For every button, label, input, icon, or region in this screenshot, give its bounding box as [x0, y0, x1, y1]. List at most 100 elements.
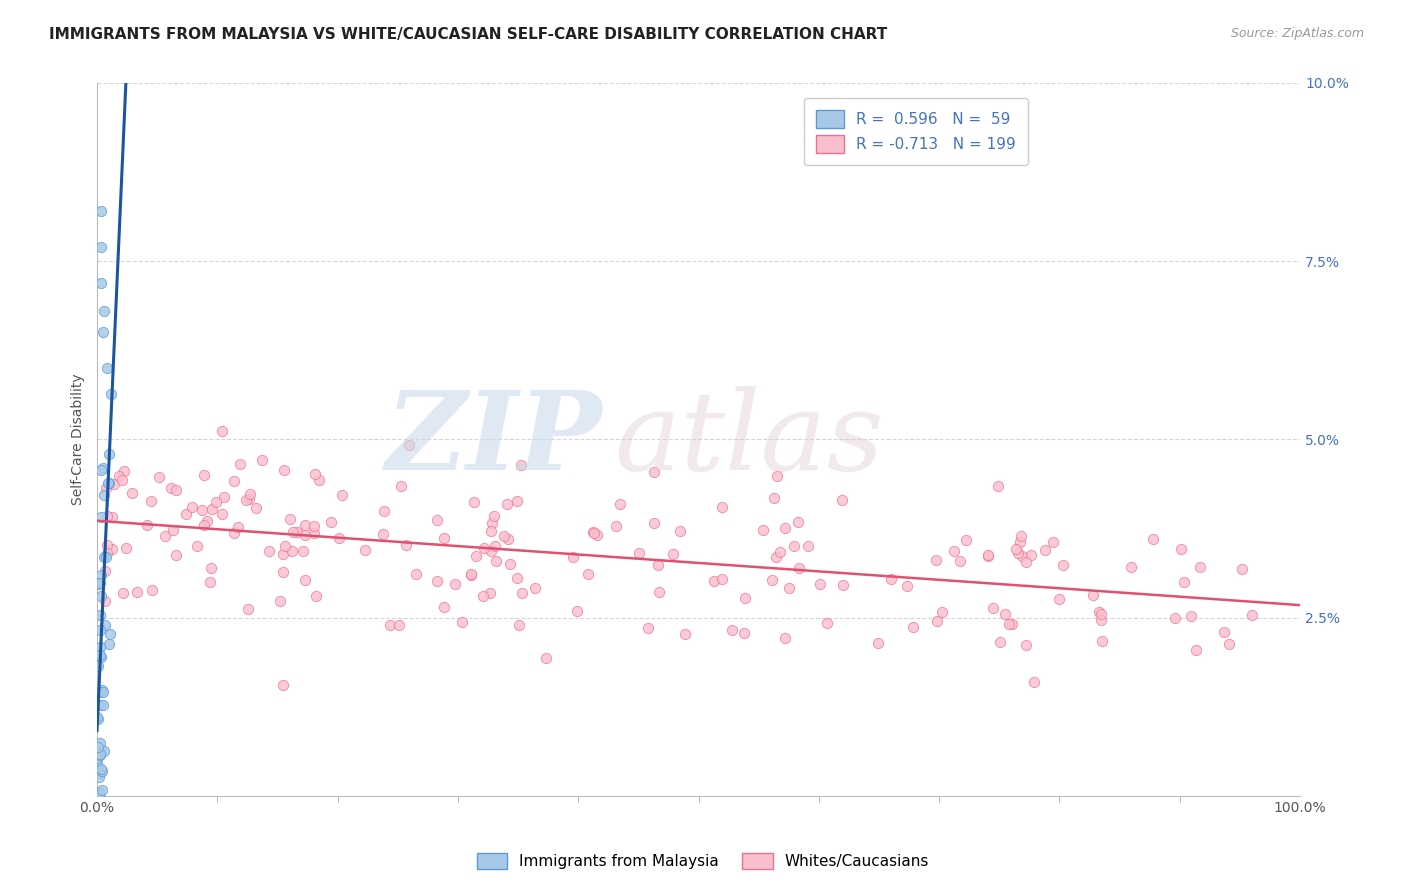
- Point: [302, 525, 325, 540]
- Point: [389, 478, 412, 492]
- Point: [1218, 636, 1240, 650]
- Point: [90, 276, 112, 290]
- Point: [1007, 546, 1029, 560]
- Text: atlas: atlas: [614, 385, 884, 493]
- Point: [245, 500, 267, 515]
- Point: [111, 473, 134, 487]
- Point: [89, 623, 111, 637]
- Point: [89, 649, 111, 664]
- Point: [97, 475, 120, 490]
- Point: [87, 788, 110, 802]
- Point: [1090, 607, 1112, 621]
- Point: [931, 605, 953, 619]
- Point: [1088, 606, 1111, 620]
- Point: [751, 523, 773, 537]
- Point: [710, 500, 733, 515]
- Point: [96, 509, 118, 524]
- Point: [465, 549, 488, 564]
- Point: [90, 649, 112, 664]
- Point: [1180, 609, 1202, 624]
- Point: [93, 744, 115, 758]
- Point: [831, 492, 853, 507]
- Point: [200, 561, 222, 575]
- Point: [229, 457, 252, 471]
- Point: [94, 593, 117, 607]
- Point: [153, 528, 176, 542]
- Point: [93, 488, 115, 502]
- Point: [994, 607, 1017, 621]
- Point: [1019, 548, 1042, 562]
- Point: [734, 591, 756, 605]
- Point: [901, 620, 924, 634]
- Point: [1083, 588, 1105, 602]
- Point: [1173, 575, 1195, 590]
- Point: [103, 476, 125, 491]
- Point: [354, 543, 377, 558]
- Point: [1090, 613, 1112, 627]
- Point: [433, 531, 456, 545]
- Point: [512, 586, 534, 600]
- Point: [278, 511, 301, 525]
- Point: [433, 599, 456, 614]
- Point: [112, 465, 135, 479]
- Point: [190, 503, 212, 517]
- Point: [637, 621, 659, 635]
- Point: [86, 751, 108, 765]
- Point: [166, 483, 188, 498]
- Point: [643, 465, 665, 479]
- Point: [1008, 534, 1031, 549]
- Point: [86, 788, 108, 802]
- Point: [93, 304, 115, 318]
- Point: [89, 788, 111, 802]
- Point: [271, 565, 294, 579]
- Point: [1052, 558, 1074, 572]
- Point: [1001, 617, 1024, 632]
- Point: [778, 581, 800, 595]
- Point: [1241, 608, 1264, 623]
- Point: [1119, 560, 1142, 574]
- Point: [981, 601, 1004, 615]
- Point: [536, 650, 558, 665]
- Point: [443, 577, 465, 591]
- Text: IMMIGRANTS FROM MALAYSIA VS WHITE/CAUCASIAN SELF-CARE DISABILITY CORRELATION CHA: IMMIGRANTS FROM MALAYSIA VS WHITE/CAUCAS…: [49, 27, 887, 42]
- Point: [471, 589, 494, 603]
- Point: [484, 540, 506, 554]
- Point: [703, 574, 725, 589]
- Point: [1010, 529, 1032, 543]
- Point: [302, 519, 325, 533]
- Point: [159, 481, 181, 495]
- Point: [1011, 549, 1033, 563]
- Point: [294, 528, 316, 542]
- Point: [93, 564, 115, 578]
- Point: [765, 550, 787, 565]
- Point: [89, 648, 111, 662]
- Point: [162, 523, 184, 537]
- Point: [669, 524, 692, 538]
- Point: [1005, 541, 1028, 556]
- Point: [89, 698, 111, 713]
- Point: [710, 572, 733, 586]
- Point: [89, 788, 111, 802]
- Point: [211, 425, 233, 439]
- Point: [508, 617, 530, 632]
- Point: [90, 567, 112, 582]
- Point: [281, 543, 304, 558]
- Point: [523, 581, 546, 595]
- Point: [90, 240, 112, 254]
- Point: [721, 623, 744, 637]
- Point: [141, 582, 163, 597]
- Point: [87, 788, 110, 802]
- Point: [148, 470, 170, 484]
- Point: [1142, 532, 1164, 546]
- Point: [482, 509, 505, 524]
- Point: [204, 495, 226, 509]
- Point: [89, 576, 111, 591]
- Point: [492, 529, 515, 543]
- Point: [87, 770, 110, 784]
- Point: [87, 712, 110, 726]
- Point: [647, 558, 669, 573]
- Point: [1047, 591, 1070, 606]
- Point: [1015, 555, 1038, 569]
- Point: [94, 481, 117, 495]
- Point: [90, 463, 112, 477]
